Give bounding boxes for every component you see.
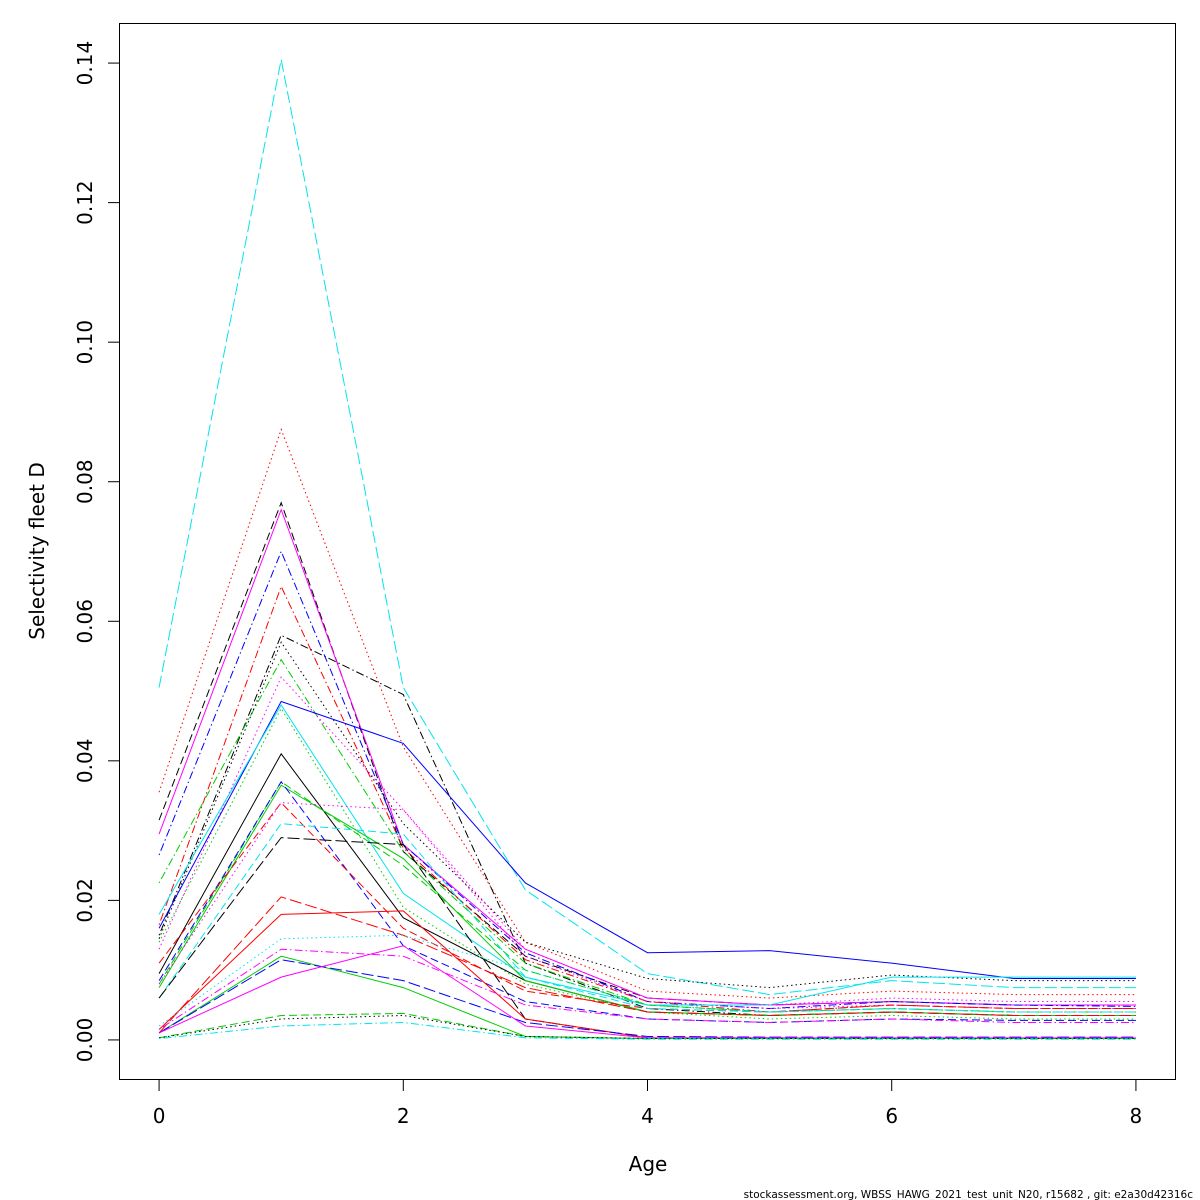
series-line-17 xyxy=(158,780,1136,1023)
plot-frame xyxy=(119,23,1176,1080)
series-line-28 xyxy=(158,945,1136,1039)
y-tick-label: 0.08 xyxy=(73,459,97,504)
x-axis-title: Age xyxy=(629,1152,668,1176)
series-line-30 xyxy=(158,1014,1136,1040)
series-layer xyxy=(158,59,1136,1040)
series-line-29 xyxy=(158,1012,1136,1040)
series-line-31 xyxy=(159,1021,1136,1040)
x-tick-label: 0 xyxy=(153,1104,166,1128)
y-tick-label: 0.06 xyxy=(73,599,97,644)
series-line-9 xyxy=(158,641,1136,989)
series-line-20 xyxy=(158,823,1136,1013)
x-axis: 0 2 4 6 8 xyxy=(153,1079,1143,1128)
series-line-11 xyxy=(158,700,1136,980)
series-line-2 xyxy=(158,427,1136,999)
footer-credit: stockassessment.org, WBSS_HAWG_2021_test… xyxy=(744,1189,1194,1200)
series-line-25 xyxy=(158,948,1136,1030)
x-tick-label: 6 xyxy=(885,1104,898,1128)
y-tick-label: 0.04 xyxy=(73,739,97,784)
series-line-12 xyxy=(158,704,1136,1006)
y-axis-title: Selectivity fleet D xyxy=(25,462,49,640)
series-line-19 xyxy=(158,802,1136,1006)
y-tick-label: 0.14 xyxy=(73,41,97,86)
x-tick-label: 8 xyxy=(1130,1104,1143,1128)
series-line-16 xyxy=(158,784,1136,1017)
series-line-18 xyxy=(158,801,1136,1013)
y-tick-label: 0.00 xyxy=(73,1018,97,1063)
series-line-1 xyxy=(158,59,1136,996)
series-line-4 xyxy=(158,508,1136,1006)
y-tick-label: 0.02 xyxy=(73,878,97,923)
series-line-6 xyxy=(158,585,1136,1013)
series-line-8 xyxy=(158,658,1136,1013)
y-tick-label: 0.10 xyxy=(73,320,97,365)
series-line-5 xyxy=(158,550,1136,1010)
y-tick-label: 0.12 xyxy=(73,180,97,225)
series-line-7 xyxy=(158,634,1136,1017)
x-tick-label: 4 xyxy=(641,1104,654,1128)
series-line-15 xyxy=(158,752,1136,1017)
x-tick-label: 2 xyxy=(397,1104,410,1128)
series-line-13 xyxy=(158,707,1136,1020)
series-line-26 xyxy=(158,955,1136,1040)
y-axis: 0.00 0.02 0.04 0.06 0.08 0.10 0.12 0.14 xyxy=(73,41,120,1062)
series-line-10 xyxy=(158,676,1136,1010)
series-line-22 xyxy=(158,896,1136,1034)
